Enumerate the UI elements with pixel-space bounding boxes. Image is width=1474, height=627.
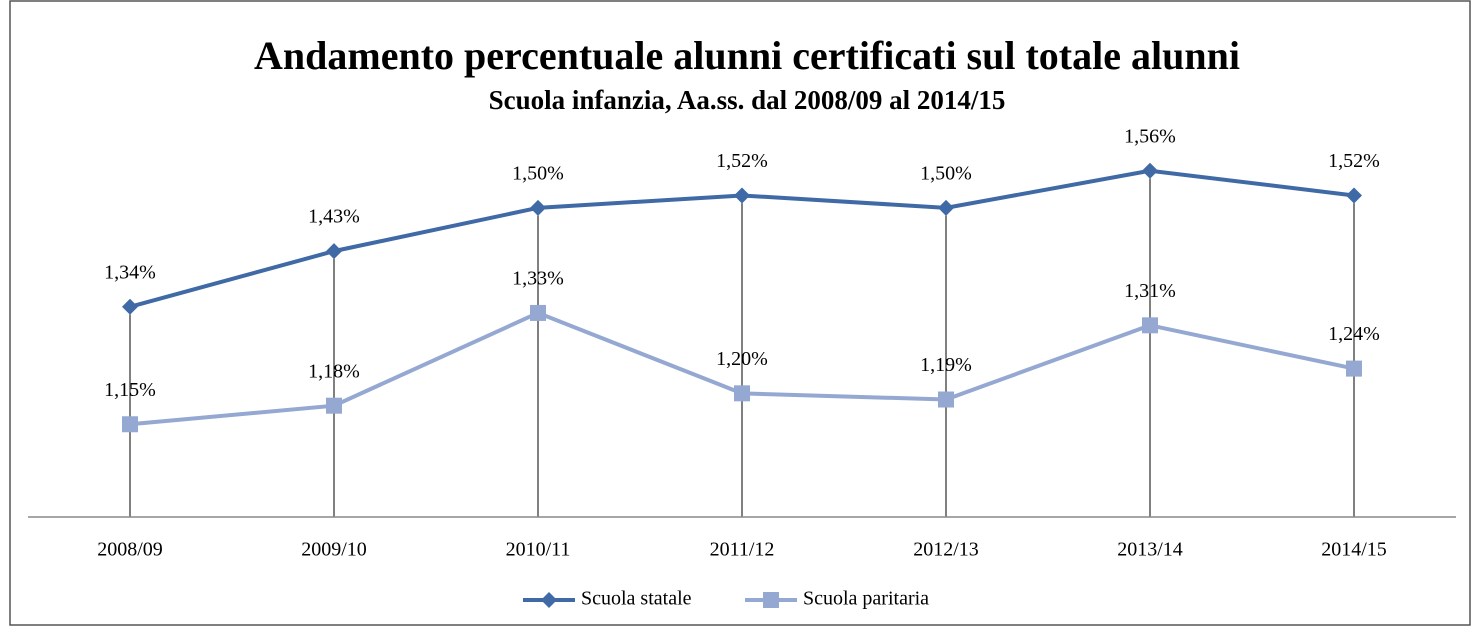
data-point — [326, 397, 342, 414]
data-label: 1,43% — [308, 206, 360, 228]
data-point — [938, 199, 954, 216]
x-tick-label: 2013/14 — [1117, 539, 1183, 561]
data-label: 1,18% — [308, 360, 360, 382]
data-point — [734, 385, 750, 402]
x-tick-label: 2012/13 — [913, 539, 979, 561]
data-point — [938, 391, 954, 408]
chart-frame — [9, 0, 1471, 626]
x-tick-label: 2014/15 — [1321, 539, 1387, 561]
data-point — [122, 416, 138, 433]
data-point — [734, 187, 750, 204]
data-label: 1,20% — [716, 348, 768, 370]
x-tick-label: 2010/11 — [506, 539, 571, 561]
legend-label: Scuola paritaria — [803, 588, 929, 610]
chart-subtitle: Scuola infanzia, Aa.ss. dal 2008/09 al 2… — [489, 85, 1006, 115]
data-label: 1,19% — [920, 354, 972, 376]
data-label: 1,34% — [104, 261, 156, 283]
data-label: 1,56% — [1124, 125, 1176, 147]
legend-label: Scuola statale — [581, 588, 692, 610]
data-point — [530, 199, 546, 216]
legend-marker — [541, 592, 557, 608]
data-point — [122, 298, 138, 315]
data-label: 1,33% — [512, 268, 564, 290]
x-tick-label: 2009/10 — [301, 539, 367, 561]
data-label: 1,52% — [1328, 150, 1380, 172]
data-point — [1346, 187, 1362, 204]
data-point — [1142, 317, 1158, 334]
legend-marker — [763, 592, 779, 608]
x-tick-label: 2008/09 — [97, 539, 163, 561]
data-label: 1,50% — [920, 162, 972, 184]
data-label: 1,52% — [716, 150, 768, 172]
data-label: 1,50% — [512, 162, 564, 184]
data-label: 1,15% — [104, 379, 156, 401]
data-point — [530, 304, 546, 321]
data-label: 1,24% — [1328, 323, 1380, 345]
data-point — [1142, 162, 1158, 179]
chart-title: Andamento percentuale alunni certificati… — [254, 33, 1240, 78]
data-point — [326, 243, 342, 260]
data-point — [1346, 360, 1362, 377]
x-tick-label: 2011/12 — [710, 539, 775, 561]
data-label: 1,31% — [1124, 280, 1176, 302]
